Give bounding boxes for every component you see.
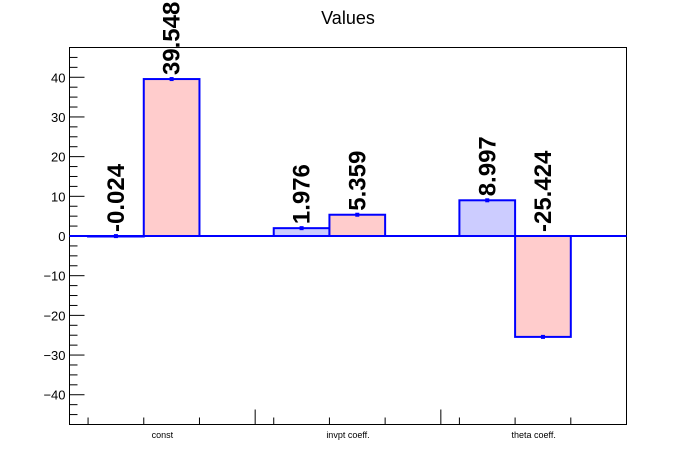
y-tick-label: −20	[43, 308, 65, 323]
data-label: 8.997	[474, 136, 501, 196]
error-marker	[169, 77, 174, 82]
error-marker	[355, 212, 360, 217]
data-labels: -0.024 1.976 8.997 39.548 5.359 -25.424	[103, 2, 557, 232]
data-label: 5.359	[344, 151, 371, 211]
data-label: 39.548	[159, 2, 186, 75]
chart-title: Values	[321, 8, 375, 28]
y-tick-label: 20	[51, 150, 65, 165]
x-category-label: invpt coeff.	[326, 430, 369, 440]
y-tick-label: −40	[43, 388, 65, 403]
error-marker	[540, 334, 545, 339]
y-tick-label: 30	[51, 110, 65, 125]
bar	[458, 199, 517, 237]
bars	[69, 77, 627, 339]
bar	[514, 235, 572, 338]
error-marker	[299, 226, 304, 231]
x-category-label: theta coeff.	[511, 430, 555, 440]
error-marker	[485, 198, 490, 203]
y-tick-label: 10	[51, 189, 65, 204]
data-label: -25.424	[530, 150, 557, 232]
y-tick-label: −30	[43, 348, 65, 363]
x-category-label: const	[152, 430, 174, 440]
data-label: -0.024	[103, 163, 130, 232]
data-label: 1.976	[289, 164, 316, 224]
y-tick-label: −10	[43, 269, 65, 284]
bar	[328, 213, 387, 237]
y-tick-label: 0	[58, 229, 65, 244]
bar	[142, 78, 201, 237]
axis-ticks: −40 −30 −20 −10 0 10 20 30 40 const invpt coeff. th…	[43, 47, 572, 440]
y-tick-label: 40	[51, 70, 65, 85]
